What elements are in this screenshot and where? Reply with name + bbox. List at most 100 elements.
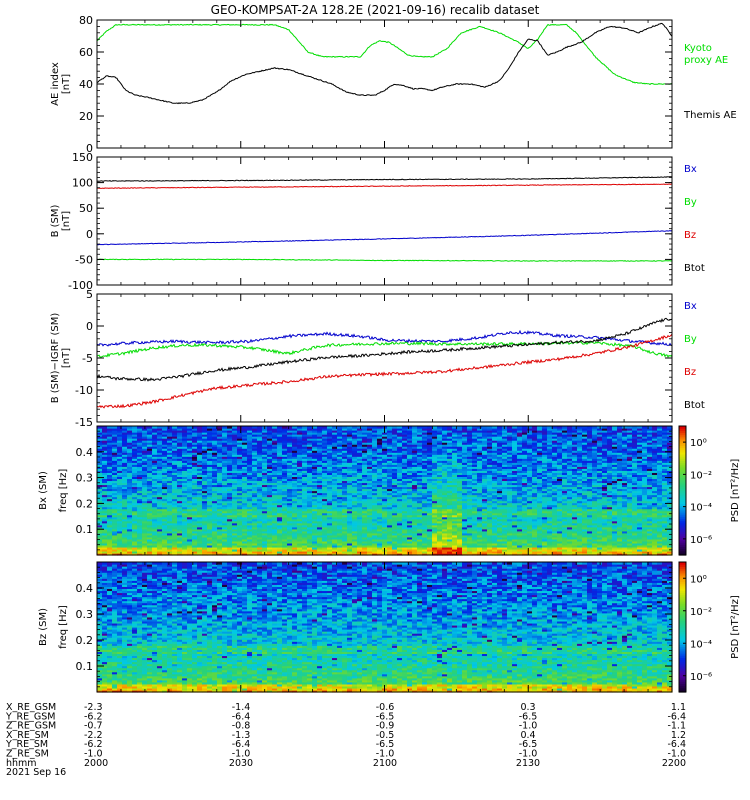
spectrogram-cell xyxy=(287,458,293,461)
spectrogram-cell xyxy=(302,470,308,473)
spectrogram-cell xyxy=(122,460,128,463)
spectrogram-cell xyxy=(317,488,323,492)
spectrogram-cell xyxy=(232,518,238,522)
spectrogram-cell xyxy=(257,492,263,496)
spectrogram-cell xyxy=(97,472,103,475)
spectrogram-cell xyxy=(397,460,403,463)
spectrogram-cell xyxy=(132,430,138,433)
spectrogram-cell xyxy=(187,466,193,469)
spectrogram-cell xyxy=(122,530,128,534)
spectrogram-cell xyxy=(127,524,133,528)
spectrogram-cell xyxy=(242,544,248,548)
spectrogram-cell xyxy=(307,534,313,538)
spectrogram-cell xyxy=(237,430,243,433)
spectrogram-cell xyxy=(227,462,233,465)
spectrogram-cell xyxy=(192,434,198,437)
spectrogram-cell xyxy=(217,466,223,469)
spectrogram-cell xyxy=(142,456,148,459)
spectrogram-cell xyxy=(187,534,193,538)
spectrogram-cell xyxy=(307,492,313,496)
spectrogram-cell xyxy=(167,552,173,556)
spectrogram-cell xyxy=(447,530,453,534)
spectrogram-cell xyxy=(397,526,403,530)
spectrogram-cell xyxy=(152,470,158,473)
spectrogram-cell xyxy=(447,488,453,492)
spectrogram-cell xyxy=(102,552,108,556)
spectrogram-cell xyxy=(402,508,408,512)
spectrogram-cell xyxy=(102,486,108,490)
spectrogram-cell xyxy=(417,454,423,457)
spectrogram-cell xyxy=(352,428,358,431)
spectrogram-cell xyxy=(247,512,253,516)
spectrogram-cell xyxy=(357,442,363,445)
spectrogram-cell xyxy=(357,520,363,524)
spectrogram-cell xyxy=(112,542,118,546)
spectrogram-cell xyxy=(227,518,233,522)
spectrogram-cell xyxy=(452,518,458,522)
spectrogram-cell xyxy=(187,482,193,486)
spectrogram-cell xyxy=(332,452,338,455)
spectrogram-cell xyxy=(342,442,348,445)
spectrogram-cell xyxy=(182,428,188,431)
spectrogram-cell xyxy=(167,548,173,552)
spectrogram-cell xyxy=(197,488,203,492)
spectrogram-cell xyxy=(202,492,208,496)
spectrogram-cell xyxy=(177,508,183,512)
spectrogram-cell xyxy=(107,506,113,510)
spectrogram-cell xyxy=(387,480,393,484)
spectrogram-cell xyxy=(287,426,293,429)
spectrogram-cell xyxy=(407,484,413,488)
spectrogram-cell xyxy=(397,458,403,461)
spectrogram-cell xyxy=(312,460,318,463)
spectrogram-cell xyxy=(97,540,103,544)
spectrogram-cell xyxy=(307,462,313,465)
spectrogram-cell xyxy=(307,432,313,435)
spectrogram-cell xyxy=(187,530,193,534)
spectrogram-cell xyxy=(197,532,203,536)
spectrogram-cell xyxy=(297,526,303,530)
spectrogram-cell xyxy=(262,496,268,500)
spectrogram-cell xyxy=(142,528,148,532)
spectrogram-cell xyxy=(272,440,278,443)
spectrogram-cell xyxy=(187,490,193,494)
spectrogram-cell xyxy=(342,544,348,548)
spectrogram-cell xyxy=(232,512,238,516)
spectrogram-cell xyxy=(337,532,343,536)
spectrogram-cell xyxy=(282,532,288,536)
spectrogram-cell xyxy=(247,538,253,542)
spectrogram-cell xyxy=(382,438,388,441)
spectrogram-cell xyxy=(217,526,223,530)
spectrogram-cell xyxy=(142,448,148,451)
spectrogram-cell xyxy=(202,432,208,435)
spectrogram-cell xyxy=(247,478,253,482)
spectrogram-cell xyxy=(372,450,378,453)
spectrogram-cell xyxy=(287,512,293,516)
spectrogram-cell xyxy=(112,532,118,536)
spectrogram-cell xyxy=(252,492,258,496)
spectrogram-cell xyxy=(227,496,233,500)
spectrogram-cell xyxy=(422,516,428,520)
spectrogram-cell xyxy=(297,444,303,447)
spectrogram-cell xyxy=(142,440,148,443)
spectrogram-cell xyxy=(192,536,198,540)
spectrogram-cell xyxy=(127,542,133,546)
spectrogram-cell xyxy=(407,474,413,477)
spectrogram-cell xyxy=(297,544,303,548)
spectrogram-cell xyxy=(367,456,373,459)
spectrogram-cell xyxy=(152,486,158,490)
spectrogram-cell xyxy=(377,426,383,429)
spectrogram-cell xyxy=(272,466,278,469)
spectrogram-cell xyxy=(167,496,173,500)
spectrogram-cell xyxy=(102,502,108,506)
spectrogram-cell xyxy=(287,434,293,437)
panel-0-ylabel-1: [nT] xyxy=(61,74,72,94)
spectrogram-cell xyxy=(282,460,288,463)
spectrogram-cell xyxy=(112,430,118,433)
spectrogram-cell xyxy=(387,474,393,477)
spectrogram-cell xyxy=(332,494,338,498)
spectrogram-cell xyxy=(162,516,168,520)
spectrogram-cell xyxy=(447,486,453,490)
spectrogram-cell xyxy=(142,542,148,546)
spectrogram-cell xyxy=(407,470,413,473)
